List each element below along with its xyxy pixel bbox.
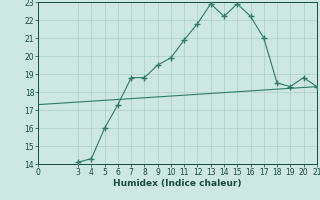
X-axis label: Humidex (Indice chaleur): Humidex (Indice chaleur) [113, 179, 242, 188]
